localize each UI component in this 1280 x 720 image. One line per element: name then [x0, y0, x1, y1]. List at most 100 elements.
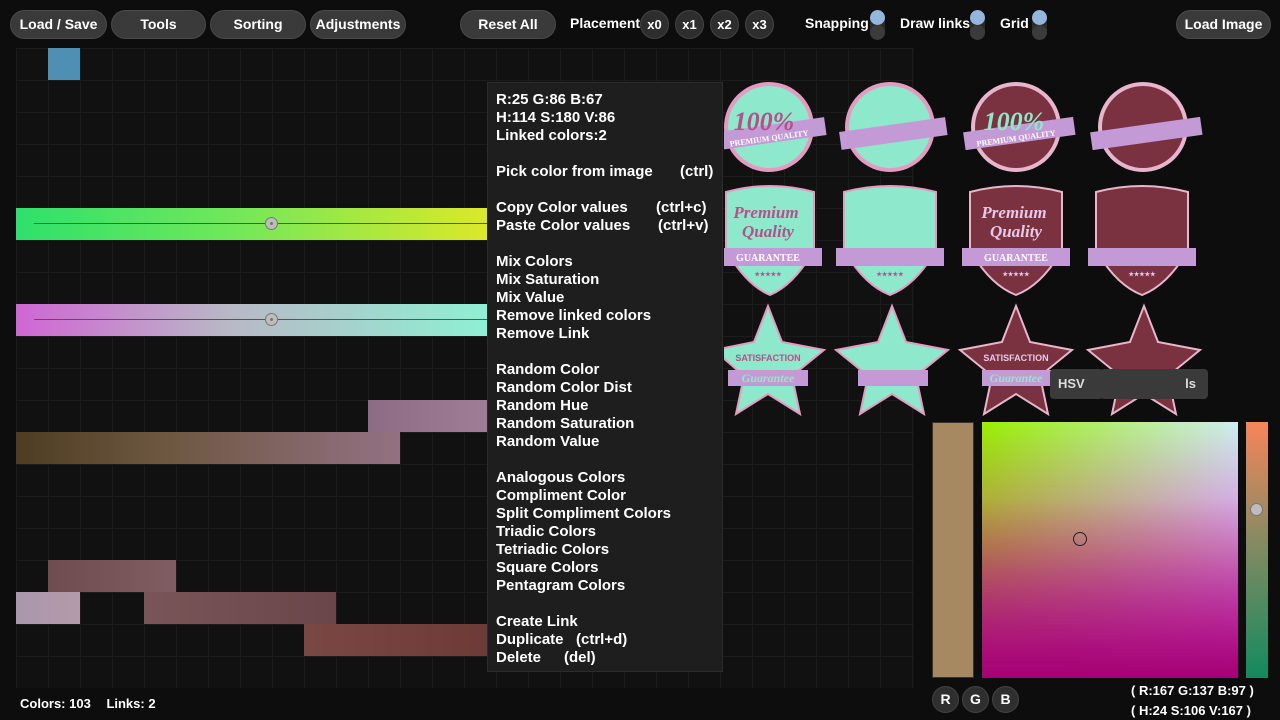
menu-random-color-dist[interactable]: Random Color Dist — [496, 379, 632, 396]
hue-gradient-bar[interactable] — [16, 208, 488, 240]
badge-star-mint-plain — [833, 303, 951, 417]
hue-strip-handle[interactable] — [1250, 503, 1263, 516]
menu-random-hue[interactable]: Random Hue — [496, 397, 589, 414]
menu-split-compliment[interactable]: Split Compliment Colors — [496, 505, 672, 522]
menu-random-value[interactable]: Random Value — [496, 433, 600, 450]
load-save-button[interactable]: Load / Save — [10, 10, 107, 39]
rgb-readout: ( R:167 G:137 B:97 ) — [1131, 683, 1254, 698]
mix-gradient-bar[interactable] — [16, 304, 488, 336]
mode-g-button[interactable]: G — [962, 686, 989, 713]
colors-count: Colors: 103 — [20, 696, 91, 711]
draw-links-label: Draw links — [900, 15, 971, 31]
picker-cursor[interactable] — [1073, 532, 1087, 546]
badge-star-mint-text: SATISFACTION Guarantee — [724, 303, 827, 417]
svg-text:100%: 100% — [984, 107, 1045, 136]
menu-copy-color[interactable]: Copy Color values (ctrl+c) — [496, 199, 707, 216]
color-swatch-row[interactable] — [48, 560, 176, 592]
mode-b-button[interactable]: B — [992, 686, 1019, 713]
svg-text:100%: 100% — [734, 107, 795, 136]
gradient-slider-track — [34, 319, 488, 320]
sorting-button[interactable]: Sorting — [210, 10, 306, 39]
menu-compliment[interactable]: Compliment Color — [496, 487, 626, 504]
hsv-readout: ( H:24 S:106 V:167 ) — [1131, 703, 1251, 718]
gradient-slider-handle[interactable] — [265, 313, 278, 326]
context-menu: R:25 G:86 B:67 H:114 S:180 V:86 Linked c… — [487, 82, 723, 672]
svg-text:★★★★★: ★★★★★ — [1003, 271, 1031, 278]
hue-strip[interactable] — [1246, 422, 1268, 678]
placement-label: Placement — [570, 15, 641, 31]
placement-x1-button[interactable]: x1 — [675, 10, 704, 39]
badge-round-mint-text: 100% PREMIUM QUALITY — [724, 82, 827, 172]
color-swatch-row[interactable] — [144, 592, 336, 624]
saturation-value-square[interactable] — [982, 422, 1238, 678]
snapping-label: Snapping — [805, 15, 869, 31]
menu-tetriadic[interactable]: Tetriadic Colors — [496, 541, 610, 558]
svg-text:SATISFACTION: SATISFACTION — [983, 353, 1048, 363]
svg-text:Guarantee: Guarantee — [990, 371, 1043, 385]
color-swatch-row[interactable] — [16, 432, 400, 464]
color-swatch-row[interactable] — [368, 400, 488, 432]
load-image-button[interactable]: Load Image — [1176, 10, 1271, 39]
svg-text:SATISFACTION: SATISFACTION — [735, 353, 800, 363]
menu-mix-value[interactable]: Mix Value — [496, 289, 565, 306]
svg-text:Quality: Quality — [990, 222, 1042, 241]
snapping-toggle[interactable] — [870, 10, 885, 40]
svg-text:★★★★★: ★★★★★ — [755, 271, 783, 278]
current-color-swatch — [932, 422, 974, 678]
hsv-tab[interactable]: HSV — [1050, 369, 1103, 399]
badge-shield-mint-text: Premium Quality GUARANTEE ★★★★★ — [724, 185, 822, 297]
reset-all-button[interactable]: Reset All — [460, 10, 556, 39]
badge-star-maroon-text: SATISFACTION Guarantee — [957, 303, 1075, 417]
menu-pentagram[interactable]: Pentagram Colors — [496, 577, 626, 594]
svg-text:GUARANTEE: GUARANTEE — [984, 253, 1048, 264]
adjustments-button[interactable]: Adjustments — [310, 10, 406, 39]
badge-round-maroon-plain — [1090, 82, 1203, 172]
menu-square[interactable]: Square Colors — [496, 559, 599, 576]
status-bar: Colors: 103 Links: 2 — [20, 696, 156, 711]
badge-shield-maroon-text: Premium Quality GUARANTEE ★★★★★ — [962, 185, 1070, 297]
badge-round-maroon-text: 100% PREMIUM QUALITY — [963, 82, 1076, 172]
svg-text:Quality: Quality — [742, 222, 794, 241]
svg-text:Premium: Premium — [732, 203, 798, 222]
svg-text:Guarantee: Guarantee — [742, 371, 795, 385]
menu-analogous[interactable]: Analogous Colors — [496, 469, 626, 486]
menu-random-color[interactable]: Random Color — [496, 361, 600, 378]
color-hsv-info: H:114 S:180 V:86 — [496, 109, 616, 126]
menu-triadic[interactable]: Triadic Colors — [496, 523, 597, 540]
reference-image: 100% PREMIUM QUALITY 100% PREMIUM QUALIT… — [724, 80, 1204, 420]
menu-create-link[interactable]: Create Link — [496, 613, 578, 630]
gradient-slider-handle[interactable] — [265, 217, 278, 230]
svg-text:Premium: Premium — [980, 203, 1046, 222]
menu-remove-link[interactable]: Remove Link — [496, 325, 590, 342]
menu-random-saturation[interactable]: Random Saturation — [496, 415, 635, 432]
color-swatch-row[interactable] — [304, 624, 488, 656]
grid-label: Grid — [1000, 15, 1029, 31]
menu-mix-colors[interactable]: Mix Colors — [496, 253, 573, 270]
badge-shield-maroon-plain: ★★★★★ — [1088, 185, 1196, 297]
svg-text:GUARANTEE: GUARANTEE — [736, 253, 800, 264]
color-swatch-row[interactable] — [16, 592, 80, 624]
color-rgb-info: R:25 G:86 B:67 — [496, 91, 603, 108]
tools-button[interactable]: Tools — [111, 10, 206, 39]
gradient-slider-track — [34, 223, 488, 224]
grid-toggle[interactable] — [1032, 10, 1047, 40]
placement-x0-button[interactable]: x0 — [640, 10, 669, 39]
badge-round-mint-plain — [839, 82, 948, 172]
menu-remove-linked[interactable]: Remove linked colors — [496, 307, 652, 324]
menu-pick-color[interactable]: Pick color from image (ctrl) — [496, 163, 714, 180]
menu-duplicate[interactable]: Duplicate (ctrl+d) — [496, 631, 628, 648]
tab-partial[interactable]: ls — [1100, 369, 1208, 399]
color-swatch[interactable] — [48, 48, 80, 80]
svg-text:★★★★★: ★★★★★ — [1129, 271, 1157, 278]
menu-delete[interactable]: Delete (del) — [496, 649, 596, 666]
menu-mix-saturation[interactable]: Mix Saturation — [496, 271, 600, 288]
links-count: Links: 2 — [106, 696, 156, 711]
mode-r-button[interactable]: R — [932, 686, 959, 713]
linked-colors-info: Linked colors:2 — [496, 127, 607, 144]
svg-text:★★★★★: ★★★★★ — [877, 271, 905, 278]
draw-links-toggle[interactable] — [970, 10, 985, 40]
menu-paste-color[interactable]: Paste Color values (ctrl+v) — [496, 217, 709, 234]
placement-x2-button[interactable]: x2 — [710, 10, 739, 39]
placement-x3-button[interactable]: x3 — [745, 10, 774, 39]
badge-shield-mint-plain: ★★★★★ — [836, 185, 944, 297]
